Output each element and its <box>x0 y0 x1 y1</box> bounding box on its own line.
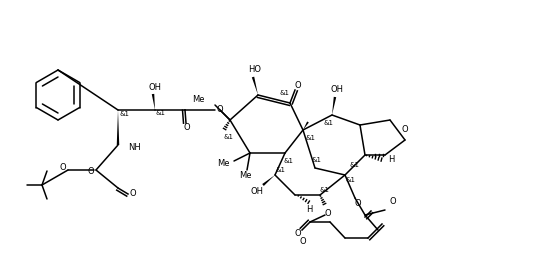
Text: OH: OH <box>250 186 264 196</box>
Polygon shape <box>117 110 119 145</box>
Text: O: O <box>295 81 301 89</box>
Text: &1: &1 <box>275 167 285 173</box>
Text: H: H <box>306 204 312 214</box>
Text: &1: &1 <box>312 157 322 163</box>
Text: O: O <box>88 168 94 176</box>
Text: O: O <box>184 124 190 132</box>
Polygon shape <box>252 77 258 95</box>
Text: O: O <box>401 125 408 135</box>
Polygon shape <box>303 122 309 130</box>
Text: OH: OH <box>148 83 161 93</box>
Text: O: O <box>390 198 396 206</box>
Text: H: H <box>388 155 394 165</box>
Text: &1: &1 <box>345 177 355 183</box>
Text: O: O <box>325 209 331 217</box>
Text: O: O <box>300 237 306 247</box>
Text: &1: &1 <box>350 162 360 168</box>
Polygon shape <box>152 94 155 110</box>
Polygon shape <box>332 97 336 115</box>
Text: O: O <box>355 199 361 207</box>
Text: Me: Me <box>192 96 205 104</box>
Text: O: O <box>59 163 66 173</box>
Text: &1: &1 <box>155 110 165 116</box>
Text: O: O <box>217 104 224 114</box>
Text: OH: OH <box>331 86 344 94</box>
Text: &1: &1 <box>306 135 316 141</box>
Text: Me: Me <box>239 171 251 179</box>
Text: Me: Me <box>218 158 230 168</box>
Text: &1: &1 <box>223 134 233 140</box>
Polygon shape <box>262 175 275 186</box>
Text: NH: NH <box>128 143 141 153</box>
Text: &1: &1 <box>324 120 334 126</box>
Text: &1: &1 <box>119 111 129 117</box>
Text: O: O <box>295 230 301 238</box>
Text: &1: &1 <box>319 187 329 193</box>
Text: &1: &1 <box>284 158 294 164</box>
Text: O: O <box>130 189 136 198</box>
Text: HO: HO <box>249 65 262 75</box>
Text: &1: &1 <box>280 90 290 96</box>
